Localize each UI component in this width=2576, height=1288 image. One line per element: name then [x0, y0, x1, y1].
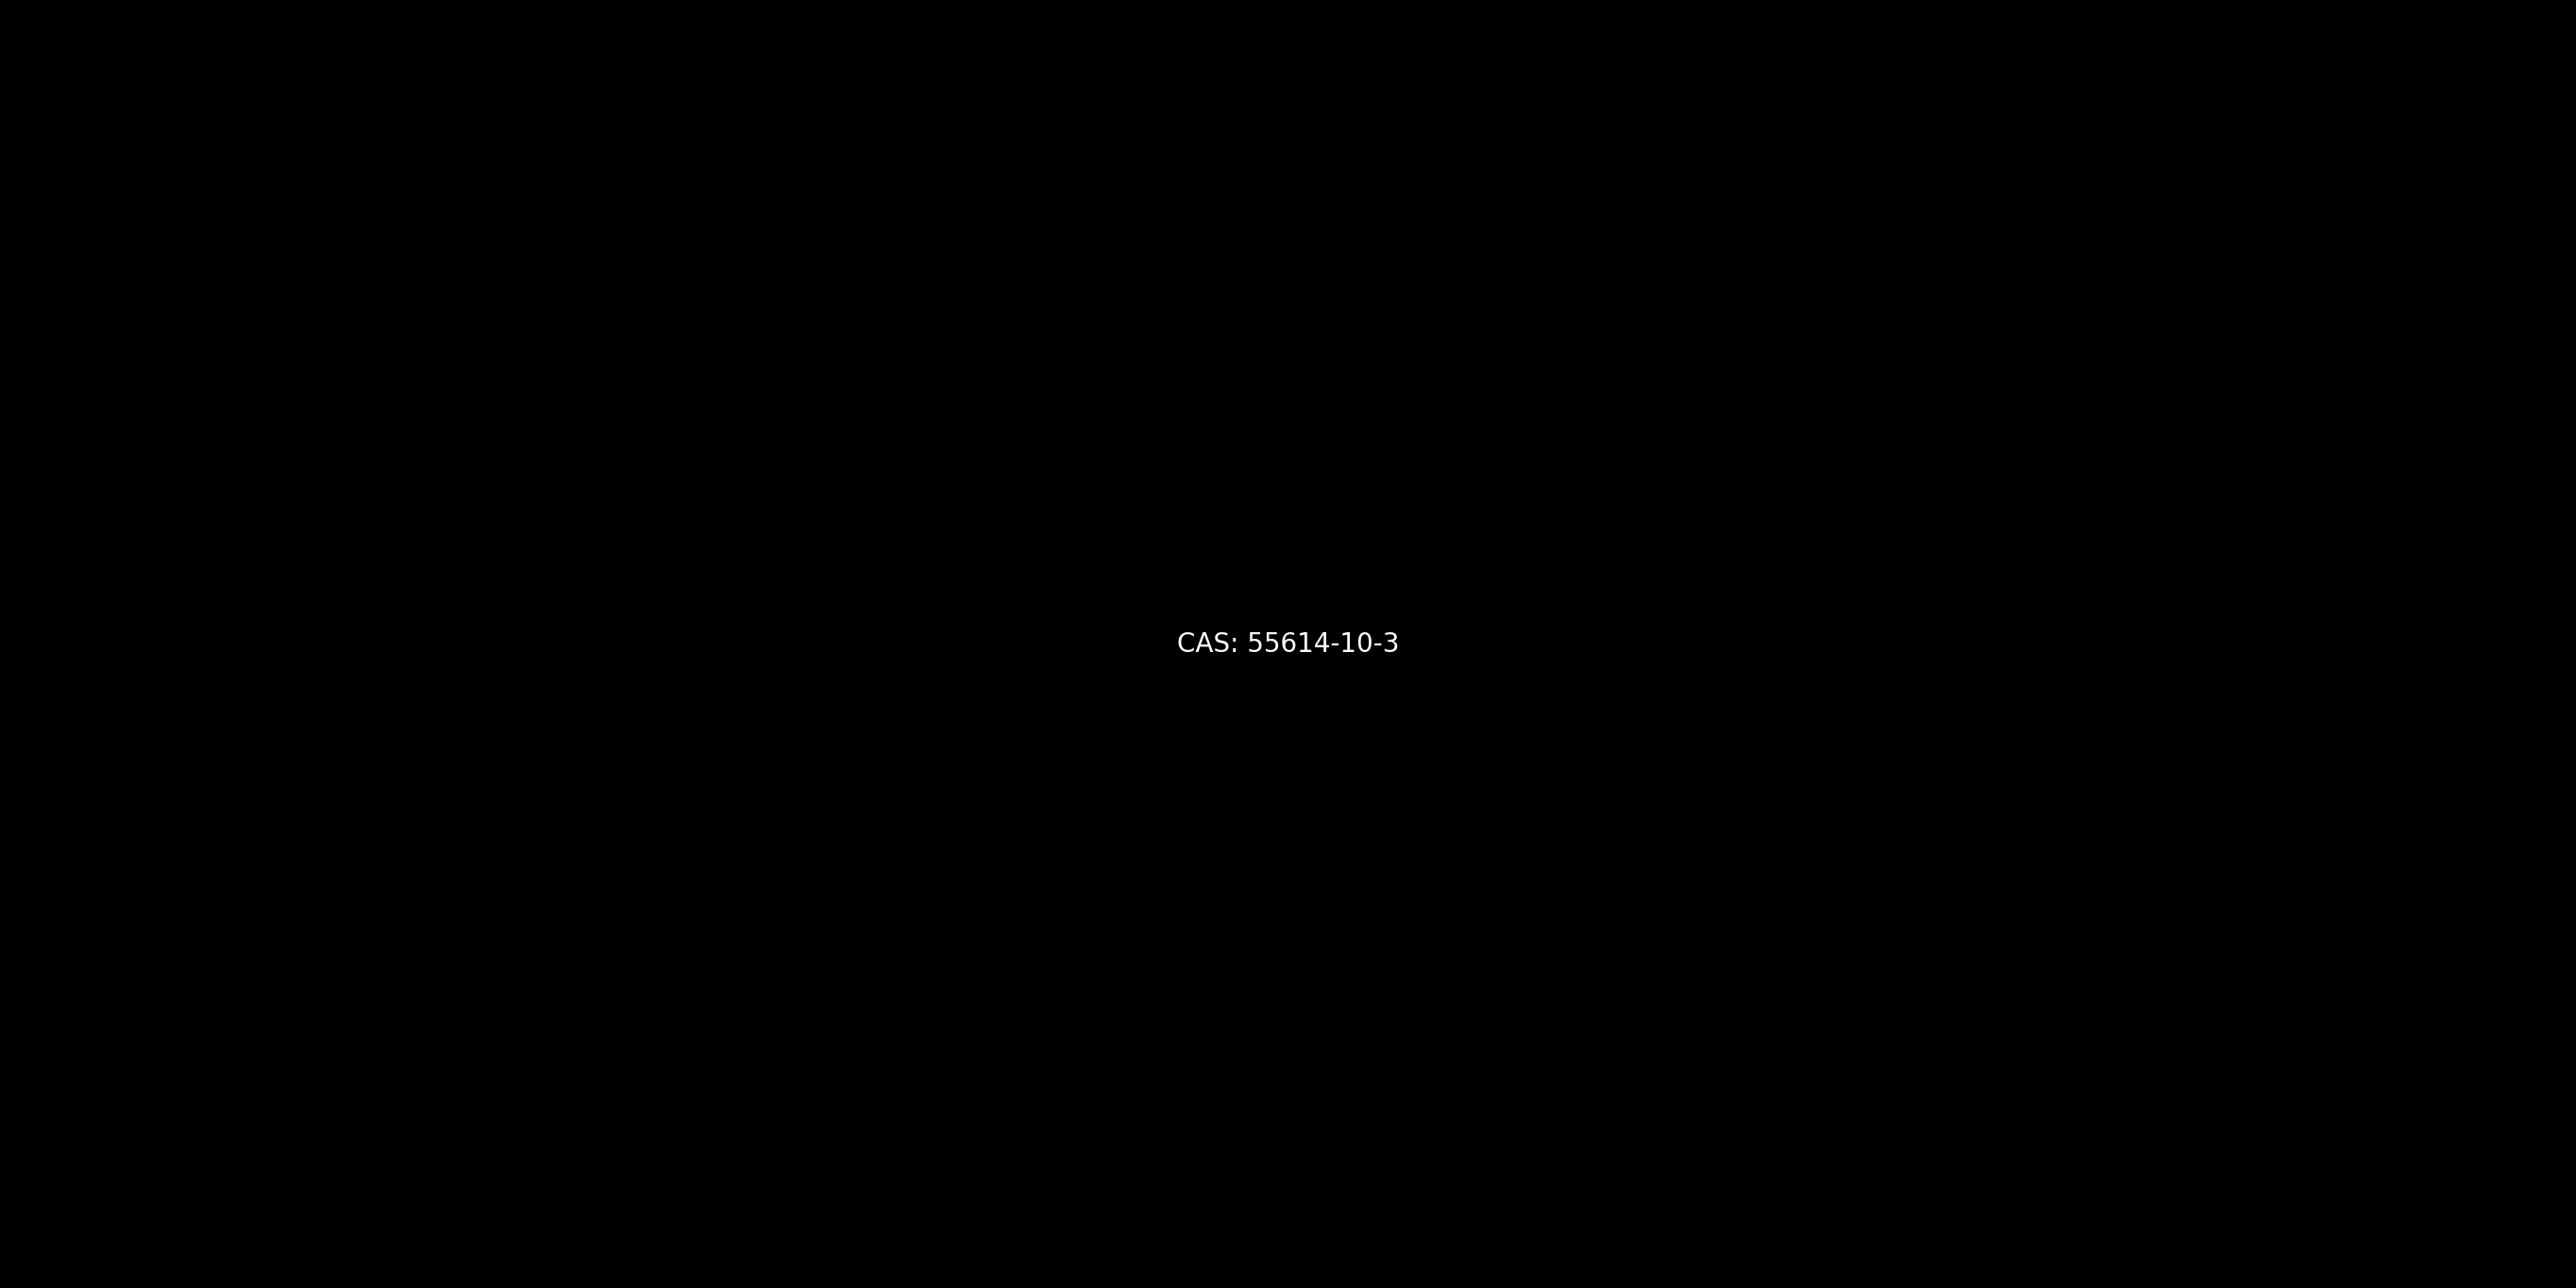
Text: CAS: 55614-10-3: CAS: 55614-10-3 [1177, 631, 1399, 657]
